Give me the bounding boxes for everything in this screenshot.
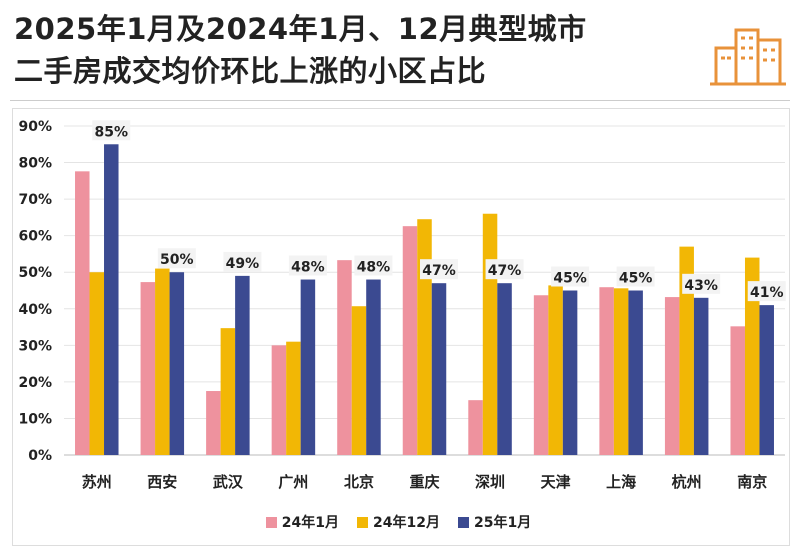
x-tick-label: 重庆	[409, 473, 439, 491]
bar-25-jan	[431, 283, 447, 455]
bar-24-dec	[220, 328, 236, 455]
bar-24-jan	[599, 287, 614, 455]
data-label: 85%	[95, 124, 129, 140]
y-tick-label: 90%	[18, 119, 52, 135]
bar-24-jan	[730, 326, 745, 455]
data-label-bg	[551, 266, 590, 287]
title-line-2: 二手房成交均价环比上涨的小区占比	[14, 54, 487, 88]
legend-swatch	[457, 517, 469, 528]
legend-item: 25年1月	[457, 512, 532, 532]
data-label: 49%	[226, 256, 260, 272]
data-label: 48%	[357, 260, 391, 276]
bar-25-jan	[366, 279, 381, 455]
x-tick-label: 杭州	[672, 473, 702, 491]
x-tick-label: 苏州	[82, 473, 112, 491]
legend-swatch	[265, 517, 277, 528]
data-label-bg	[420, 259, 458, 280]
x-tick-label: 武汉	[213, 473, 244, 491]
data-label: 47%	[488, 263, 522, 279]
bar-24-dec	[89, 272, 105, 455]
bar-24-dec	[744, 257, 760, 455]
data-label: 45%	[553, 271, 587, 287]
y-tick-label: 40%	[18, 302, 52, 318]
legend-item: 24年1月	[265, 512, 340, 532]
bar-24-dec	[417, 219, 432, 455]
data-label: 50%	[160, 252, 194, 268]
data-label-bg	[354, 255, 393, 276]
y-tick-label: 60%	[18, 229, 52, 245]
data-label: 45%	[619, 271, 653, 287]
bar-24-jan	[206, 391, 221, 455]
bar-24-dec	[679, 246, 694, 455]
bar-25-jan	[562, 290, 578, 455]
y-tick-label: 70%	[18, 192, 52, 208]
y-tick-label: 30%	[18, 338, 52, 354]
y-tick-label: 80%	[18, 156, 52, 172]
bar-24-jan	[664, 297, 680, 455]
bar-25-jan	[497, 283, 512, 455]
x-tick-label: 深圳	[475, 473, 505, 491]
bar-24-dec	[286, 341, 301, 455]
bar-25-jan	[104, 144, 119, 455]
legend: 24年1月 24年12月 25年1月	[0, 512, 797, 532]
data-label-bg	[682, 273, 721, 294]
data-label-bg	[223, 251, 262, 272]
bar-24-jan	[468, 400, 483, 455]
bar-24-dec	[482, 213, 498, 455]
data-label-bg	[485, 259, 524, 280]
legend-label: 24年1月	[281, 515, 340, 531]
legend-swatch	[357, 517, 369, 528]
bar-25-jan	[628, 290, 643, 455]
bar-25-jan	[235, 275, 250, 455]
bar-24-dec	[351, 306, 367, 455]
bar-25-jan	[693, 297, 709, 455]
y-tick-label: 10%	[18, 411, 52, 427]
bar-24-jan	[402, 226, 418, 455]
data-label-bg	[288, 255, 327, 276]
bar-24-jan	[271, 345, 287, 455]
x-tick-label: 西安	[147, 473, 177, 491]
data-label-bg	[747, 281, 786, 302]
legend-label: 25年1月	[473, 515, 532, 531]
divider	[10, 100, 790, 101]
legend-item: 24年12月	[357, 512, 440, 532]
title-line-1: 2025年1月及2024年1月、12月典型城市	[14, 12, 587, 46]
y-tick-label: 0%	[28, 448, 52, 464]
chart-frame	[12, 108, 790, 546]
data-label: 48%	[291, 260, 325, 276]
city-buildings-icon	[710, 28, 786, 86]
x-tick-label: 北京	[344, 473, 374, 491]
data-label-bg	[616, 266, 655, 287]
data-label: 47%	[422, 263, 456, 279]
data-label-bg	[157, 248, 196, 269]
bar-24-dec	[613, 288, 629, 455]
chart-title: 2025年1月及2024年1月、12月典型城市 二手房成交均价环比上涨的小区占比	[14, 8, 587, 92]
bar-24-jan	[140, 282, 156, 455]
bar-25-jan	[169, 272, 185, 455]
bar-24-dec	[548, 285, 563, 455]
data-label-bg	[92, 120, 131, 141]
x-tick-label: 南京	[737, 473, 767, 491]
bar-24-jan	[533, 295, 549, 455]
data-label: 41%	[750, 285, 784, 301]
x-tick-label: 上海	[606, 473, 636, 491]
legend-label: 24年12月	[373, 515, 440, 531]
bar-24-jan	[75, 171, 90, 455]
bar-25-jan	[759, 305, 774, 455]
y-tick-label: 20%	[18, 375, 52, 391]
bar-25-jan	[300, 279, 316, 455]
y-tick-label: 50%	[18, 265, 52, 281]
bar-24-jan	[337, 260, 352, 455]
x-tick-label: 广州	[278, 473, 308, 491]
data-label: 43%	[684, 278, 718, 294]
bar-chart: 0% 10% 20% 30% 40% 50% 60% 70% 80% 90% 85% 苏州 50% 西安 4…	[18, 119, 786, 491]
bar-24-dec	[155, 268, 170, 455]
x-tick-label: 天津	[541, 473, 571, 491]
